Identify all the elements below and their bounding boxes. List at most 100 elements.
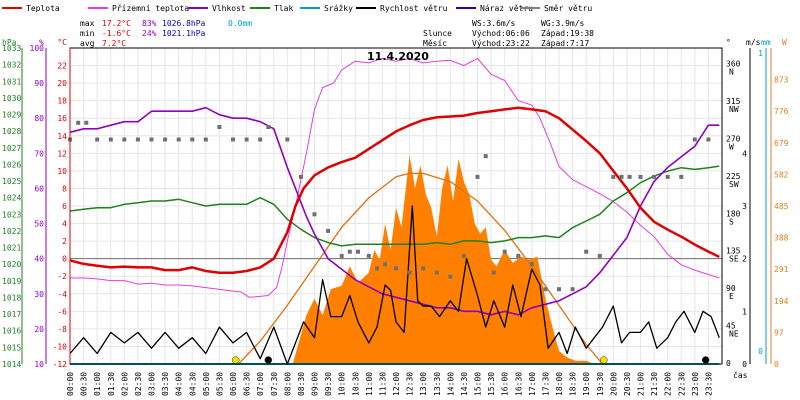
pressure-tick-label: 1015 [2,343,21,352]
temperature-tick-label: 18 [57,97,67,106]
ground-temperature-line [70,58,720,298]
wind-direction-point [95,137,100,142]
wind-direction-point [266,125,271,129]
solar-tick-label: 679 [774,139,789,148]
wind-direction-point [394,266,398,271]
x-tick-label: 14:00 [446,372,455,396]
wind-direction-point [491,270,496,275]
temperature-tick-label: 0 [62,255,67,264]
pressure-tick-label: 1031 [2,77,21,86]
pressure-axis-unit: hPa [2,38,17,47]
moonset-time: Západ:7:17 [541,39,589,48]
x-tick-label: 06:00 [229,372,238,396]
rain-tick-label: 0 [758,347,763,356]
wind-direction-point [692,137,697,142]
wind-direction-axis-unit: ° [726,38,731,47]
rain-axis-unit: mm [761,38,771,47]
x-tick-label: 07:30 [270,372,279,396]
wind-direction-point [502,249,507,254]
legend-label: Vlhkost [212,4,246,13]
stats-row-label: max [80,19,95,28]
temperature-tick-label: 20 [57,79,67,88]
x-tick-label: 09:00 [311,372,320,396]
wind-direction-tick-label: 135 [726,247,741,256]
chart-title: 11.4.2020 [367,50,429,63]
wind-direction-point [383,262,388,267]
moon-label: Měsíc [423,39,447,48]
x-tick-label: 05:00 [202,372,211,396]
wind-direction-point [108,137,113,142]
humidity-tick-label: 100 [30,44,45,53]
wind-speed-tick-label: 4 [742,149,747,158]
humidity-tick-label: 40 [34,255,44,264]
temperature-line [69,106,720,274]
wind-direction-point [84,120,89,125]
x-tick-label: 07:00 [256,372,265,396]
x-tick-label: 03:30 [161,372,170,396]
humidity-tick-label: 50 [34,220,44,229]
wind-direction-point [448,274,453,279]
wind-direction-point [706,137,711,142]
x-tick-label: 13:30 [433,372,442,396]
x-tick-label: 09:30 [324,372,333,396]
stats-pressure: 1026.8hPa [162,19,206,28]
sunset-marker [600,356,608,364]
wind-direction-point [366,253,371,258]
pressure-tick-label: 1028 [2,127,21,136]
wind-direction-compass-label: W [729,143,734,152]
pressure-tick-label: 1017 [2,310,21,319]
x-tick-label: 08:30 [297,372,306,396]
legend-label: Náraz větru [480,4,533,13]
wind-direction-point [543,287,548,292]
wind-direction-compass-label: SW [729,180,739,189]
x-tick-label: 17:30 [541,372,550,396]
x-tick-label: 02:00 [120,372,129,396]
wind-direction-compass-label: N [729,68,734,77]
wind-direction-point [339,253,344,258]
x-tick-label: 00:00 [66,372,75,396]
wind-direction-point [135,137,140,142]
temperature-tick-label: 10 [57,167,67,176]
pressure-line [69,165,720,247]
solar-tick-label: 97 [774,328,784,337]
wind-direction-point [356,249,360,254]
wind-direction-point [298,174,303,179]
temperature-tick-label: 12 [57,149,67,158]
wind-direction-point [461,253,466,258]
x-tick-label: 12:00 [392,372,401,396]
temperature-tick-label: -12 [53,360,68,369]
wind-direction-point [652,174,657,179]
wind-direction-compass-label: NE [729,330,739,339]
stats-humidity: 24% [142,29,157,38]
solar-tick-label: 194 [774,297,789,306]
wind-direction-point [258,137,263,142]
humidity-tick-label: 80 [34,114,44,123]
temperature-tick-label: 14 [57,132,67,141]
wind-direction-tick-label: 0 [726,359,731,368]
pressure-tick-label: 1030 [2,94,21,103]
x-tick-label: 11:00 [365,372,374,396]
temperature-tick-label: -4 [57,290,67,299]
x-tick-label: 01:00 [93,372,102,396]
temperature-tick-label: 8 [62,184,67,193]
moonset-marker [264,356,273,364]
wind-direction-point [421,266,426,271]
solar-tick-label: 291 [774,265,789,274]
x-tick-label: 02:30 [134,372,143,396]
x-tick-label: 21:30 [650,372,659,396]
pressure-tick-label: 1026 [2,160,21,169]
wind-direction-point [163,137,168,142]
wind-speed-avg: WS:3.6m/s [472,19,516,28]
wind-direction-point [217,125,222,129]
x-tick-label: 00:30 [80,372,89,396]
wind-direction-compass-label: S [729,217,734,226]
sunset-time: Západ:19:38 [541,29,594,38]
wind-direction-point [203,137,208,142]
x-tick-label: 08:00 [283,372,292,396]
wind-direction-point [190,137,195,142]
wind-direction-point [407,270,412,275]
stats-rain: 0.0mm [228,19,252,28]
stats-humidity: 83% [142,19,157,28]
